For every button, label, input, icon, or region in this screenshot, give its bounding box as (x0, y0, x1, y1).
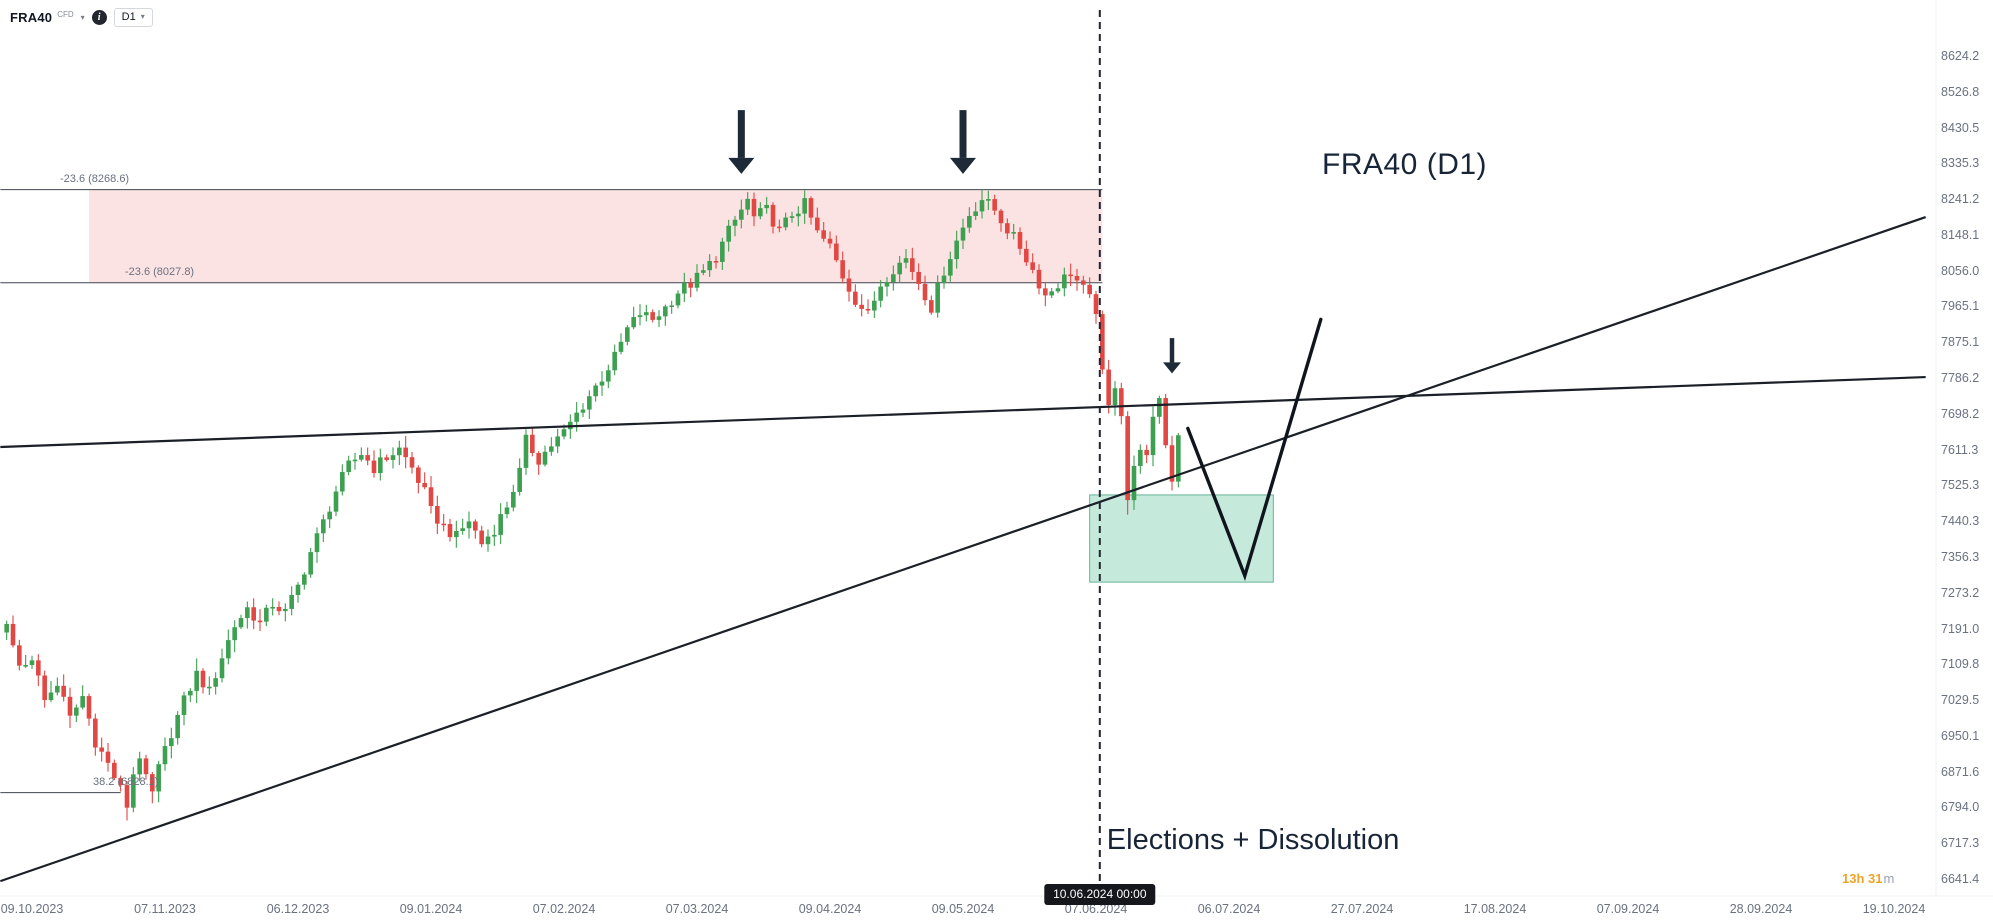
event-time-tag[interactable]: 10.06.2024 00:00 (1044, 884, 1156, 905)
info-icon[interactable]: i (91, 10, 107, 25)
trendline-ascending-support[interactable] (0, 216, 1927, 883)
countdown-unit: m (1883, 871, 1895, 886)
down-arrow-drawing[interactable] (950, 110, 976, 174)
chart-title-annotation[interactable]: FRA40 (D1) (1322, 148, 1488, 181)
timeframe-select[interactable]: D1 ▾ (113, 8, 153, 27)
countdown-value: 13h 31 (1842, 871, 1883, 886)
instrument-type-label: CFD (57, 10, 74, 19)
zones-layer (0, 189, 1274, 794)
chart-header: FRA40 CFD ▾ i D1 ▾ (10, 8, 153, 27)
down-arrow-drawing[interactable] (1163, 338, 1181, 374)
timeframe-value: D1 (121, 11, 136, 23)
trendline-horizontal-resistance[interactable] (0, 375, 1926, 449)
symbol-dropdown-caret-icon[interactable]: ▾ (80, 12, 85, 22)
supply-zone[interactable] (89, 189, 1103, 283)
timeframe-caret-icon: ▾ (140, 12, 145, 21)
candlestick-series (4, 189, 1181, 821)
trendlines-layer (0, 216, 1927, 883)
down-arrow-drawing[interactable] (728, 110, 755, 174)
v-recovery-projection[interactable] (1186, 317, 1323, 581)
event-caption-annotation[interactable]: Elections + Dissolution (1106, 824, 1400, 856)
bar-countdown: 13h 31m (1842, 871, 1894, 886)
symbol-label[interactable]: FRA40 (10, 10, 53, 25)
